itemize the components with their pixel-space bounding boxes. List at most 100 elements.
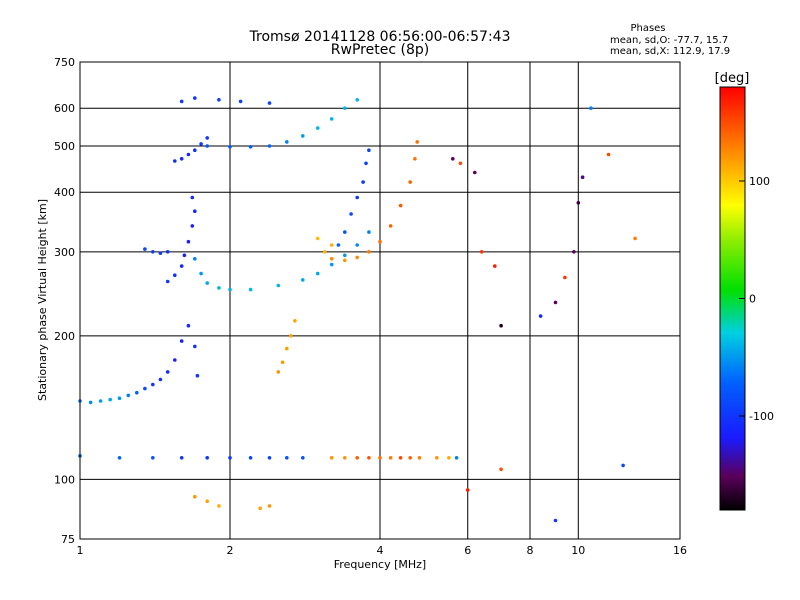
y-tick-label: 500 bbox=[54, 140, 75, 153]
data-point bbox=[343, 456, 347, 460]
data-point bbox=[248, 145, 253, 149]
chart-subtitle: RwPretec (8p) bbox=[331, 42, 429, 58]
y-tick-label: 750 bbox=[54, 56, 75, 69]
data-point bbox=[158, 251, 163, 255]
data-point bbox=[182, 253, 187, 258]
data-point bbox=[98, 399, 103, 403]
data-point bbox=[447, 456, 451, 460]
data-point bbox=[228, 456, 232, 460]
data-point bbox=[415, 140, 420, 144]
data-point bbox=[186, 323, 191, 328]
data-point bbox=[276, 370, 281, 374]
data-point bbox=[165, 250, 170, 254]
data-point bbox=[205, 456, 209, 460]
chart-title: Tromsø 20141128 06:56:00-06:57:43 bbox=[249, 29, 511, 45]
data-point bbox=[336, 243, 341, 247]
data-point bbox=[173, 358, 177, 362]
data-point bbox=[179, 339, 184, 343]
data-point bbox=[193, 209, 197, 213]
data-point bbox=[355, 243, 360, 247]
data-point bbox=[293, 319, 297, 323]
data-point bbox=[205, 144, 209, 148]
x-tick-label: 16 bbox=[673, 544, 687, 557]
stats-line-x: mean, sd,X: 112.9, 17.9 bbox=[610, 46, 730, 57]
data-point bbox=[186, 239, 191, 244]
data-point bbox=[267, 101, 272, 105]
data-point bbox=[193, 344, 197, 349]
data-point bbox=[205, 136, 209, 140]
data-point bbox=[238, 99, 243, 104]
colorbar-tick-label: 100 bbox=[749, 175, 770, 188]
data-point bbox=[285, 456, 289, 460]
data-point bbox=[343, 258, 347, 263]
data-point bbox=[258, 506, 263, 511]
data-point bbox=[465, 488, 470, 492]
data-point bbox=[179, 99, 184, 104]
x-axis-label: Frequency [MHz] bbox=[334, 558, 426, 571]
data-point bbox=[553, 300, 558, 305]
data-point bbox=[193, 257, 197, 261]
data-point bbox=[143, 247, 147, 251]
x-tick-label: 10 bbox=[571, 544, 585, 557]
data-point bbox=[173, 273, 177, 278]
data-point bbox=[217, 98, 221, 102]
data-point bbox=[186, 152, 191, 157]
data-point bbox=[179, 157, 184, 161]
data-point bbox=[285, 140, 289, 144]
colorbar-ticks: 100 0 -100 bbox=[739, 175, 774, 423]
data-point bbox=[329, 243, 334, 247]
data-point bbox=[364, 161, 368, 166]
colorbar-tick-label: -100 bbox=[749, 410, 774, 423]
data-point bbox=[301, 134, 305, 138]
axis-ticks: 1 2 4 6 8 10 16 75 100 200 300 400 500 600 750 bbox=[54, 56, 687, 557]
data-point bbox=[301, 278, 305, 282]
data-point bbox=[355, 456, 360, 460]
data-point bbox=[343, 106, 347, 110]
data-point bbox=[199, 142, 203, 146]
data-point bbox=[633, 236, 637, 241]
data-point bbox=[267, 456, 272, 460]
data-point bbox=[143, 386, 147, 391]
data-point bbox=[413, 157, 417, 161]
data-point bbox=[606, 152, 611, 157]
data-point bbox=[378, 456, 382, 460]
data-point bbox=[88, 400, 93, 405]
data-point bbox=[388, 224, 393, 228]
colorbar-tick-label: 0 bbox=[749, 293, 756, 306]
data-point bbox=[553, 518, 558, 523]
data-point bbox=[538, 314, 543, 318]
data-point bbox=[217, 504, 221, 508]
data-point bbox=[499, 467, 503, 472]
data-point bbox=[388, 456, 393, 460]
y-tick-label: 100 bbox=[54, 473, 75, 486]
data-point bbox=[451, 157, 455, 161]
x-tick-label: 4 bbox=[377, 544, 384, 557]
data-point bbox=[315, 236, 320, 241]
data-point bbox=[621, 463, 625, 468]
data-point bbox=[323, 250, 327, 254]
data-point bbox=[151, 456, 155, 460]
y-tick-label: 75 bbox=[61, 533, 75, 546]
data-point bbox=[349, 212, 353, 216]
data-point bbox=[408, 180, 413, 184]
y-axis-label: Stationary phase Virtual Height [km] bbox=[36, 199, 49, 401]
data-point bbox=[367, 456, 371, 460]
data-point bbox=[179, 456, 184, 460]
data-point bbox=[343, 253, 347, 258]
x-tick-label: 2 bbox=[227, 544, 234, 557]
data-point bbox=[117, 456, 122, 460]
data-point bbox=[435, 456, 439, 460]
data-point bbox=[473, 170, 477, 175]
data-point bbox=[329, 117, 334, 121]
data-point bbox=[173, 159, 177, 163]
data-point bbox=[563, 275, 567, 280]
data-point bbox=[289, 334, 293, 338]
x-tick-label: 8 bbox=[527, 544, 534, 557]
y-tick-label: 400 bbox=[54, 186, 75, 199]
data-point bbox=[493, 264, 497, 268]
data-point bbox=[117, 396, 122, 401]
data-point bbox=[217, 286, 221, 290]
data-point bbox=[135, 390, 139, 395]
data-point bbox=[301, 456, 305, 460]
